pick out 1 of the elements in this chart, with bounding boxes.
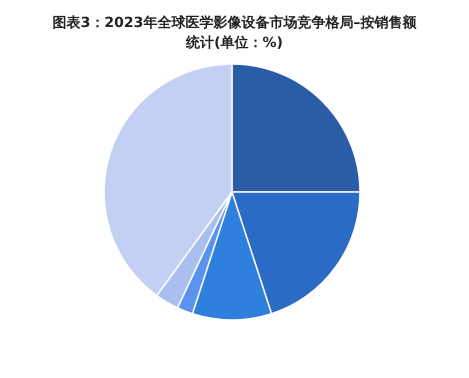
chart-title: 图表3：2023年全球医学影像设备市场竞争格局–按销售额统计(单位：%) [52,14,418,51]
